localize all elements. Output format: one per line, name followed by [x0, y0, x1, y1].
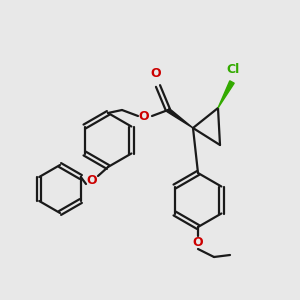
Text: O: O — [87, 175, 97, 188]
Text: O: O — [139, 110, 149, 122]
Text: Cl: Cl — [226, 63, 240, 76]
Text: O: O — [193, 236, 203, 250]
Polygon shape — [218, 81, 234, 108]
Polygon shape — [167, 108, 193, 128]
Text: O: O — [151, 67, 161, 80]
